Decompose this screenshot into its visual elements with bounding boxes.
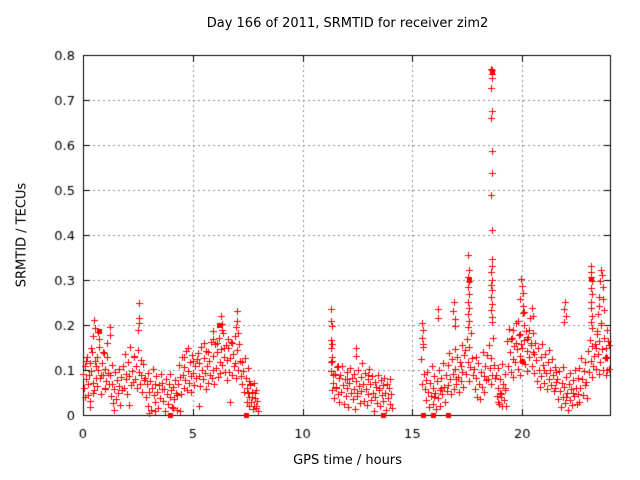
x-axis-label: GPS time / hours bbox=[293, 453, 402, 468]
y-axis-label: SRMTID / TECUs bbox=[14, 182, 30, 288]
chart-title: Day 166 of 2011, SRMTID for receiver zim… bbox=[206, 16, 489, 31]
